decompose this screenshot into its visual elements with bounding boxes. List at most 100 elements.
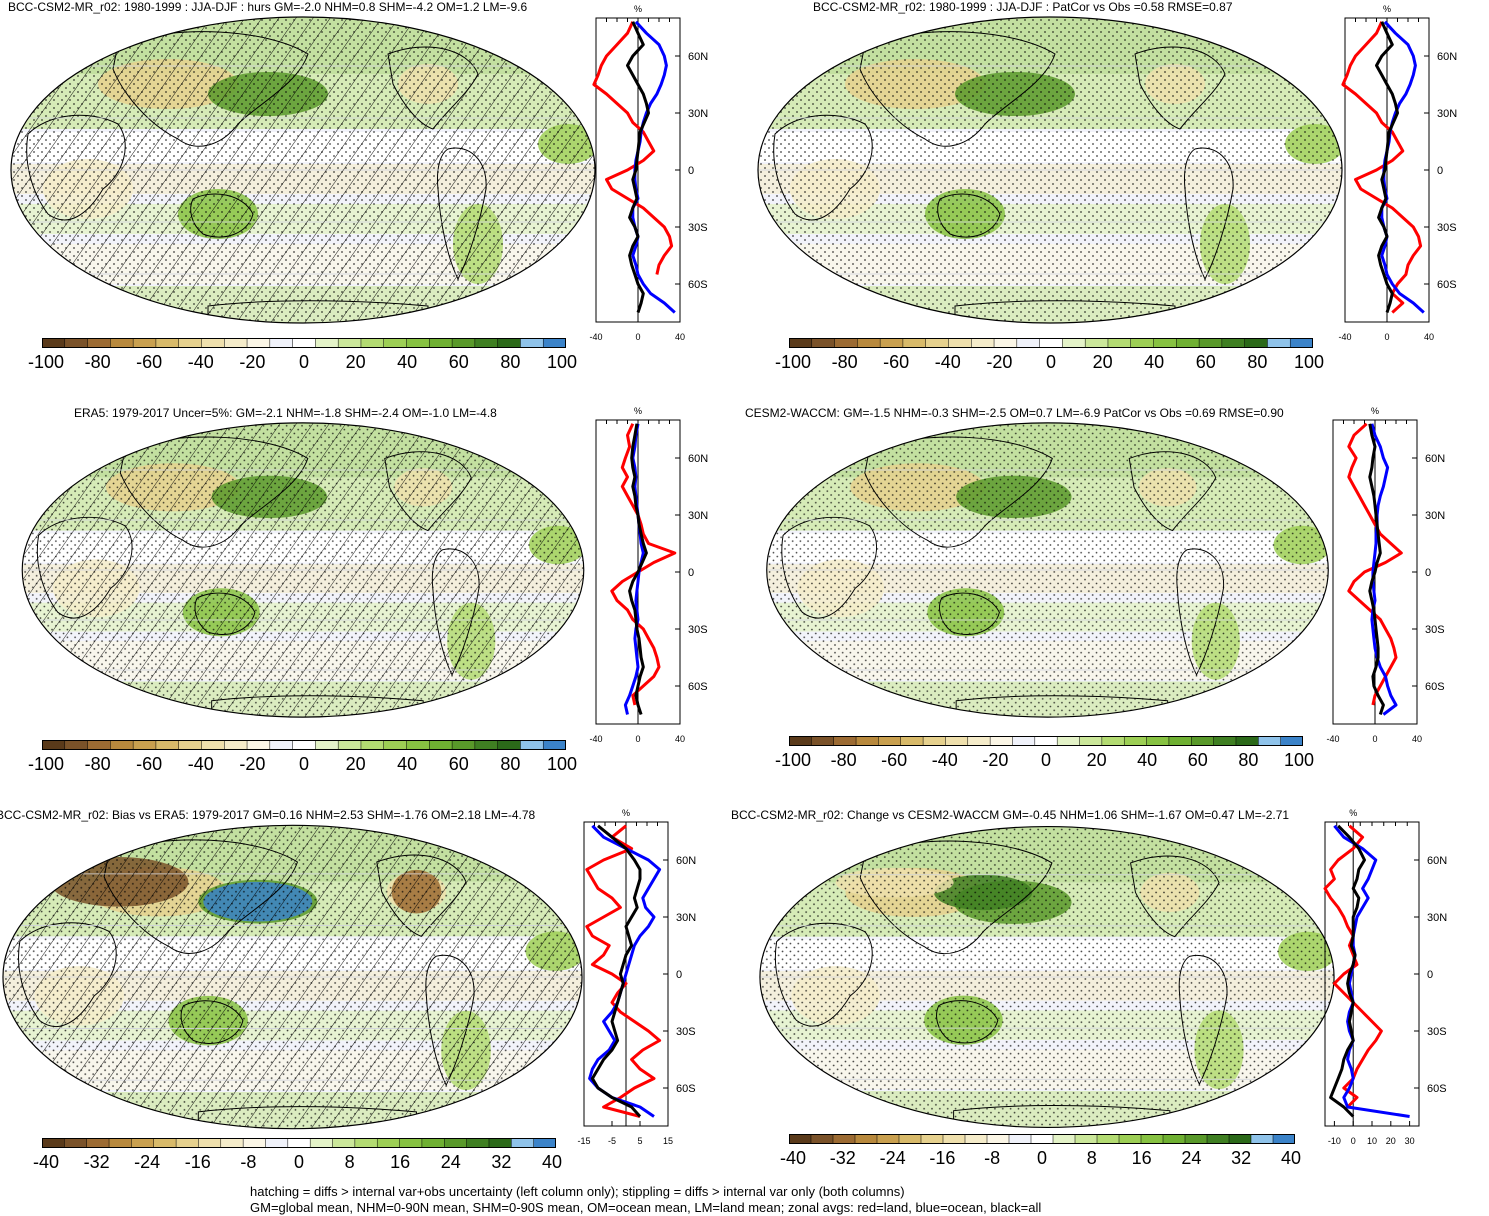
lat-tick-label: 0: [1425, 567, 1431, 579]
lat-tick-label: 30S: [1437, 222, 1457, 234]
colorbar-swatch: [42, 740, 66, 750]
lat-tick-label: 60N: [676, 855, 696, 867]
colorbar-swatch: [1235, 736, 1260, 746]
colorbar-tick-label: 100: [1293, 352, 1325, 372]
colorbar-tick-label: 40: [397, 352, 418, 372]
colorbar-tick-label: -24: [134, 1152, 161, 1172]
panel-p2: BCC-CSM2-MR_r02: 1980-1999 : JJA-DJF : P…: [745, 0, 1489, 380]
stippling: [766, 422, 1329, 718]
colorbar-swatch: [474, 338, 499, 348]
colorbar-swatch: [220, 1138, 244, 1148]
hatching: [22, 422, 584, 718]
colorbar-swatch: [948, 338, 973, 348]
x-tick-label: 40: [675, 734, 685, 744]
colorbar-swatch: [87, 740, 112, 750]
colorbar-tick-label: 100: [546, 754, 578, 774]
world-map: [759, 826, 1335, 1128]
panel-title: BCC-CSM2-MR_r02: Change vs CESM2-WACCM G…: [731, 808, 1290, 822]
lat-tick-label: 30N: [1425, 510, 1445, 522]
series-land-line: [610, 423, 677, 706]
colorbar-swatch: [287, 1138, 311, 1148]
colorbar-swatch: [383, 740, 408, 750]
colorbar-tick-label: -100: [774, 352, 812, 372]
colorbar: [42, 740, 566, 750]
colorbar-swatch: [155, 338, 180, 348]
x-tick-label: 40: [1412, 734, 1422, 744]
colorbar-swatch: [898, 1134, 922, 1144]
colorbar-swatch: [406, 740, 431, 750]
colorbar-swatch: [810, 1134, 834, 1144]
colorbar-swatch: [488, 1138, 513, 1148]
colorbar-swatch: [1228, 1134, 1252, 1144]
colorbar-tick-label: 80: [1247, 352, 1268, 372]
colorbar-swatch: [1130, 338, 1155, 348]
colorbar-swatch: [832, 1134, 856, 1144]
colorbar-tick-label: -60: [881, 750, 908, 770]
colorbar-swatch: [246, 338, 271, 348]
colorbar-swatch: [1030, 1134, 1054, 1144]
colorbar-tick-label: 32: [491, 1152, 512, 1172]
colorbar-tick-label: 40: [1137, 750, 1158, 770]
series-ocean-line: [631, 20, 676, 314]
colorbar-swatch: [309, 1138, 334, 1148]
colorbar: [789, 338, 1313, 348]
colorbar-swatch: [224, 740, 248, 750]
colorbar-swatch: [811, 338, 836, 348]
colorbar-swatch: [1079, 736, 1103, 746]
series-ocean-line: [1370, 423, 1398, 716]
panel-p3: ERA5: 1979-2017 Uncer=5%: GM=-2.1 NHM=-1…: [0, 402, 745, 782]
colorbar-swatch: [466, 1138, 490, 1148]
map-field: [11, 17, 595, 323]
colorbar-labels: -100 -80 -60 -40 -20 0 20 40 60 80 100: [775, 352, 1324, 374]
colorbar-swatch: [1140, 1134, 1164, 1144]
colorbar-swatch: [542, 740, 566, 750]
colorbar-swatch: [42, 338, 66, 348]
series-all-line: [626, 21, 650, 313]
panel-title: BCC-CSM2-MR_r02: 1980-1999 : JJA-DJF : P…: [813, 0, 1233, 14]
colorbar-swatch: [857, 338, 881, 348]
lat-tick-label: 30S: [688, 222, 708, 234]
colorbar-swatch: [64, 740, 89, 750]
colorbar-swatch: [989, 736, 1014, 746]
colorbar-swatch: [1074, 1134, 1098, 1144]
map-outline: [766, 422, 1329, 718]
lat-tick-label: 30N: [676, 912, 696, 924]
lat-tick-label: 0: [676, 969, 682, 981]
colorbar-swatch: [1039, 338, 1064, 348]
lat-tick-label: 60N: [1425, 453, 1445, 465]
x-tick-label: 0: [635, 734, 640, 744]
colorbar-swatch: [1213, 736, 1237, 746]
unit-label: %: [634, 4, 642, 14]
colorbar-swatch: [922, 736, 947, 746]
colorbar-tick-label: -16: [184, 1152, 211, 1172]
colorbar-swatch: [86, 1138, 110, 1148]
colorbar-labels: -40 -32 -24 -16 -8 0 8 16 24 32 40: [780, 1148, 1301, 1170]
colorbar-frame: [42, 338, 566, 348]
colorbar-swatch: [902, 338, 927, 348]
colorbar-tick-label: -20: [239, 352, 266, 372]
colorbar-swatch: [1153, 338, 1178, 348]
colorbar-swatch: [789, 1134, 812, 1144]
world-map: [2, 824, 583, 1130]
unit-label: %: [1383, 4, 1391, 14]
panel-p4: CESM2-WACCM: GM=-1.5 NHM=-0.3 SHM=-2.5 O…: [745, 402, 1489, 782]
colorbar-swatch: [1272, 1134, 1295, 1144]
lat-tick-label: 30N: [1437, 108, 1457, 120]
colorbar-swatch: [64, 338, 89, 348]
colorbar-swatch: [900, 736, 924, 746]
colorbar-tick-label: -24: [879, 1148, 906, 1168]
colorbar-tick-label: 20: [345, 754, 366, 774]
colorbar-tick-label: 80: [500, 754, 521, 774]
colorbar-swatch: [110, 338, 134, 348]
colorbar-swatch: [876, 1134, 900, 1144]
lat-tick-label: 30N: [1427, 912, 1447, 924]
colorbar-swatch: [1062, 338, 1086, 348]
map-outline: [759, 826, 1335, 1128]
colorbar-swatch: [178, 338, 203, 348]
colorbar-labels: -100 -80 -60 -40 -20 0 20 40 60 80 100: [28, 754, 577, 776]
colorbar-swatch: [1244, 338, 1269, 348]
colorbar-tick-label: 40: [1144, 352, 1165, 372]
colorbar-swatch: [1101, 736, 1125, 746]
colorbar-swatch: [1008, 1134, 1032, 1144]
colorbar-swatch: [1162, 1134, 1186, 1144]
